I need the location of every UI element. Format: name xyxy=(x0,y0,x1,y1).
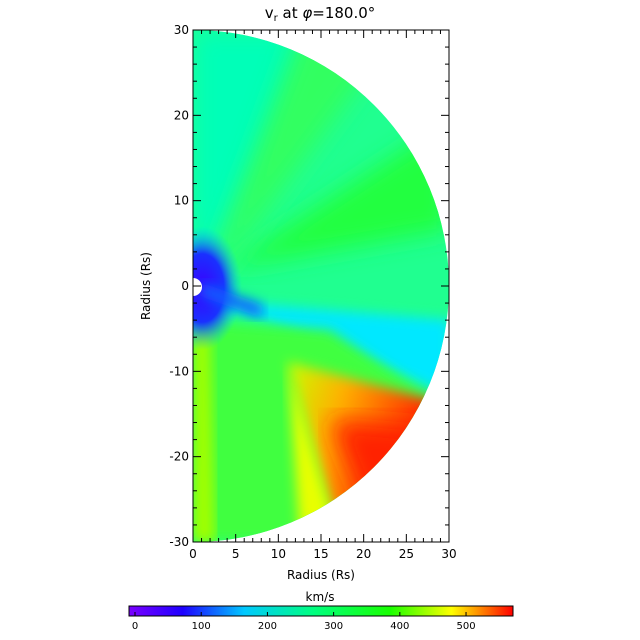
colorbar-tick-label-5: 500 xyxy=(456,621,475,632)
colorbar-tick-label-0: 0 xyxy=(132,621,138,632)
wedge-fringe xyxy=(288,362,340,542)
y-tick-label-4: 10 xyxy=(174,194,189,208)
heatmap-field xyxy=(193,30,449,542)
x-tick-label-2: 10 xyxy=(271,547,286,561)
chart-title: vr at φ=180.0° xyxy=(265,4,376,24)
x-tick-label-0: 0 xyxy=(189,547,197,561)
x-tick-label-6: 30 xyxy=(441,547,456,561)
colorbar-tick-label-1: 100 xyxy=(192,621,211,632)
colorbar-label: km/s xyxy=(306,590,335,604)
upper-green-ray xyxy=(200,30,400,300)
colorbar-tick-label-3: 300 xyxy=(324,621,343,632)
x-tick-label-3: 15 xyxy=(313,547,328,561)
y-axis-label: Radius (Rs) xyxy=(139,252,153,320)
y-tick-label-3: 0 xyxy=(181,279,189,293)
x-axis: 0 5 10 15 20 25 30 xyxy=(189,30,457,561)
upper-green-band xyxy=(220,120,449,270)
colorbar xyxy=(128,605,514,617)
core-streamer xyxy=(200,282,262,318)
lower-left-strip xyxy=(193,330,215,542)
colorbar-tick-label-2: 200 xyxy=(258,621,277,632)
y-tick-label-1: -20 xyxy=(169,450,189,464)
y-tick-label-6: 30 xyxy=(174,23,189,37)
y-axis: -30 -20 -10 0 10 20 30 xyxy=(169,23,449,549)
y-tick-label-2: -10 xyxy=(169,364,189,378)
x-tick-label-1: 5 xyxy=(232,547,240,561)
inner-boundary xyxy=(193,278,202,296)
y-tick-label-0: -30 xyxy=(169,535,189,549)
colorbar-tick-label-4: 400 xyxy=(390,621,409,632)
x-tick-label-5: 25 xyxy=(399,547,414,561)
y-tick-label-5: 20 xyxy=(174,108,189,122)
colorbar-ticks: 0 100 200 300 400 500 xyxy=(132,612,476,632)
slow-stream-band xyxy=(205,300,449,395)
x-axis-label: Radius (Rs) xyxy=(287,568,355,582)
x-tick-label-4: 20 xyxy=(356,547,371,561)
